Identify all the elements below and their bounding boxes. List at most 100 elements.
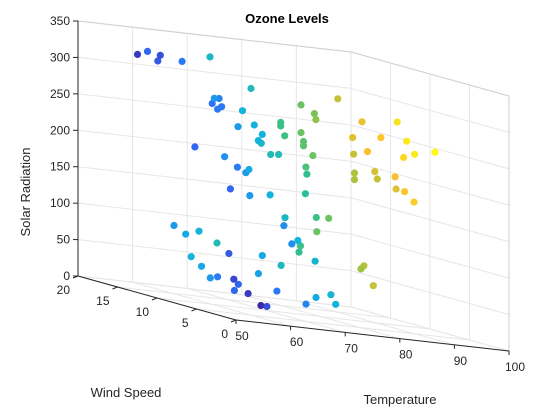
grid-line	[77, 239, 352, 272]
data-point	[301, 190, 309, 198]
y-tick	[112, 286, 118, 290]
data-point	[391, 173, 399, 181]
data-point	[258, 252, 266, 260]
data-point	[226, 185, 234, 193]
data-point	[431, 148, 439, 156]
y-axis-label: Wind Speed	[91, 385, 162, 400]
data-point	[350, 150, 358, 158]
data-point	[327, 291, 335, 299]
data-point	[267, 150, 275, 159]
data-point	[143, 47, 152, 56]
data-point	[334, 95, 342, 103]
data-point	[281, 214, 289, 222]
data-point	[302, 300, 310, 308]
data-point	[187, 253, 195, 261]
data-point	[312, 293, 320, 302]
data-point	[225, 249, 233, 258]
data-point	[363, 148, 372, 156]
data-point	[254, 270, 262, 278]
data-point	[303, 170, 311, 178]
data-point	[332, 300, 340, 308]
data-point	[401, 188, 409, 196]
data-point	[250, 121, 258, 129]
data-point	[257, 301, 265, 310]
z-tick-label: 50	[57, 233, 71, 247]
y-tick	[191, 308, 197, 312]
y-tick-label: 20	[57, 283, 71, 297]
x-tick-label: 90	[454, 354, 468, 368]
data-point	[230, 275, 238, 283]
data-point	[182, 230, 190, 238]
z-tick-label: 350	[50, 14, 70, 28]
grid-line	[350, 87, 510, 133]
data-point	[373, 175, 381, 183]
data-point	[297, 129, 305, 137]
data-point	[280, 222, 288, 230]
data-point	[245, 165, 253, 174]
data-point	[312, 213, 320, 222]
grid-line	[350, 160, 510, 206]
data-point	[230, 286, 238, 295]
grid-line	[77, 202, 352, 235]
grid-line	[350, 233, 510, 279]
y-tick-label: 15	[96, 294, 110, 308]
data-point	[288, 240, 296, 248]
y-tick-label: 5	[182, 316, 189, 330]
grid-line	[77, 129, 352, 162]
data-point	[210, 94, 218, 102]
data-point	[195, 227, 203, 235]
z-tick-label: 0	[63, 269, 70, 283]
data-point	[302, 163, 310, 171]
data-point	[258, 130, 266, 138]
axis-lines	[72, 20, 510, 355]
data-point	[403, 137, 411, 145]
data-point	[273, 287, 281, 295]
grid-line	[196, 308, 470, 341]
z-tick-label: 200	[50, 123, 70, 137]
grid-line	[350, 124, 510, 170]
data-point	[325, 214, 333, 222]
data-point	[191, 143, 199, 151]
data-point	[154, 57, 162, 65]
data-point	[277, 261, 285, 269]
y-tick-label: 10	[136, 305, 150, 319]
x-tick-label: 80	[399, 348, 413, 362]
z-tick-label: 150	[50, 160, 70, 174]
data-point	[350, 176, 359, 184]
data-point	[244, 290, 252, 298]
grid-line	[350, 197, 510, 243]
x-tick-label: 50	[235, 329, 249, 343]
data-point	[133, 50, 142, 59]
data-point	[266, 191, 274, 199]
data-point	[178, 57, 186, 65]
z-axis-label: Solar Radiation	[18, 148, 33, 237]
data-point	[277, 118, 285, 126]
tick-labels: 50 60 70 80 90 100051015200501001502002503003…	[50, 14, 525, 374]
data-point	[377, 134, 385, 142]
x-tick-label: 60	[290, 335, 304, 349]
data-point	[410, 198, 418, 206]
grid-line	[350, 270, 510, 316]
data-point	[234, 123, 242, 131]
data-point	[312, 116, 320, 124]
data-point	[238, 107, 247, 115]
data-point	[358, 118, 366, 126]
x-axis-label: Temperature	[364, 392, 437, 407]
box-edge	[350, 51, 510, 97]
data-point	[156, 51, 164, 59]
data-points	[133, 47, 439, 311]
z-tick-label: 100	[50, 196, 70, 210]
data-point	[294, 236, 302, 245]
y-tick	[151, 297, 158, 301]
data-point	[411, 150, 419, 158]
grid-line	[77, 56, 352, 89]
data-point	[349, 134, 357, 142]
data-point	[393, 118, 401, 126]
data-point	[295, 248, 303, 256]
data-point	[369, 282, 377, 290]
data-point	[170, 221, 178, 230]
data-point	[313, 228, 321, 236]
grid-line	[156, 297, 431, 330]
